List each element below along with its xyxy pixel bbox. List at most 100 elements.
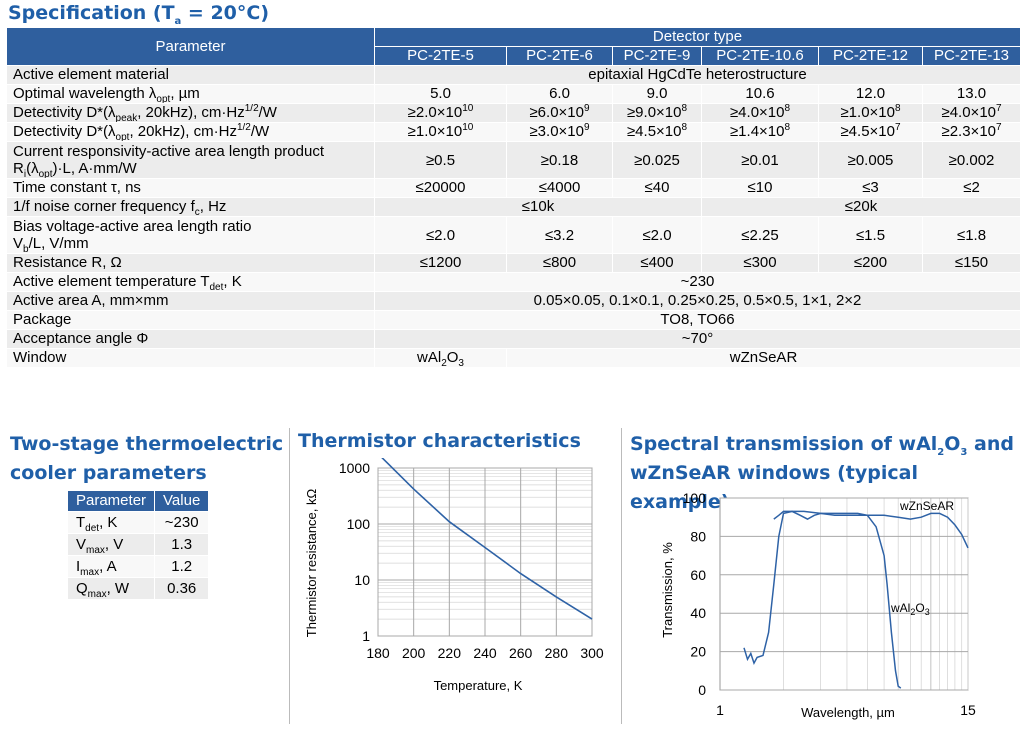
divider <box>621 428 622 724</box>
row-value: 13.0 <box>921 84 1022 104</box>
row-value: ≤150 <box>921 253 1022 273</box>
row-value: ≤2.0 <box>612 216 702 254</box>
series-line-resistance <box>381 458 593 620</box>
row-label: 1/f noise corner frequency fc, Hz <box>6 197 375 217</box>
spectral-title: Spectral transmission of wAl2O3 and wZnSe… <box>630 433 1014 513</box>
thermistor-chart: 1 10 100 1000 180 200 220 240 260 280 300 Thermist… <box>304 458 604 693</box>
specification-title: Specification (Ta = 20°C) <box>8 2 270 27</box>
row-label: Detectivity D*(λpeak, 20kHz), cm·Hz1/2/W <box>6 103 375 123</box>
header-model: PC-2TE-6 <box>506 46 613 66</box>
row-value: ≥4.0×108 <box>701 103 819 123</box>
thermistor-title: Thermistor characteristics <box>298 430 581 452</box>
thermistor-y-axis-label: Thermistor resistance, kΩ <box>304 489 319 638</box>
row-value: ≤2.0 <box>374 216 507 254</box>
row-wavelength: Optimal wavelength λopt, µm 5.0 6.0 9.0 … <box>6 84 1022 104</box>
row-acceptance-angle: Acceptance angle Φ ~70° <box>6 329 1022 349</box>
tec-header-value: Value <box>154 490 210 512</box>
row-value: ≥1.0×108 <box>818 103 923 123</box>
row-value: ≤2.25 <box>701 216 819 254</box>
row-value: ≤3.2 <box>506 216 613 254</box>
plot-area <box>719 497 969 691</box>
header-model: PC-2TE-12 <box>818 46 923 66</box>
row-value: ≥0.01 <box>701 141 819 179</box>
y-tick-label: 1 <box>362 628 370 644</box>
series-label-wznsear: wZnSeAR <box>899 499 954 513</box>
row-value: ≤10k <box>374 197 702 217</box>
row-window: Window wAl2O3 wZnSeAR <box>6 348 1022 368</box>
row-value: 12.0 <box>818 84 923 104</box>
row-label: Active element material <box>6 65 375 85</box>
row-value: ≥0.005 <box>818 141 923 179</box>
tec-row: Tdet, K ~230 <box>66 511 210 534</box>
spectral-chart: 0 20 40 60 80 100 1 15 Transmission, % Waveleng… <box>660 490 976 720</box>
row-bias-voltage: Bias voltage-active area length ratio Vb/… <box>6 216 1022 254</box>
x-tick-label: 240 <box>473 645 497 661</box>
row-value: ≥0.025 <box>612 141 702 179</box>
row-value: wZnSeAR <box>505 348 1022 368</box>
row-value: ≤20000 <box>374 178 507 198</box>
row-label: Optimal wavelength λopt, µm <box>6 84 375 104</box>
y-tick-label: 40 <box>690 605 706 621</box>
x-tick-label: 260 <box>509 645 533 661</box>
row-value: ≤40 <box>612 178 702 198</box>
row-value: ≥3.0×109 <box>506 122 613 142</box>
row-material: Active element material epitaxial HgCdTe… <box>6 65 1022 85</box>
row-value: ≥2.0×1010 <box>374 103 507 123</box>
x-tick-label: 300 <box>580 645 604 661</box>
tec-param: Tdet, K <box>66 511 156 534</box>
tec-row: Qmax, W 0.36 <box>66 577 210 600</box>
tec-row: Vmax, V 1.3 <box>66 533 210 556</box>
row-value: ~230 <box>373 272 1022 292</box>
row-noise-frequency: 1/f noise corner frequency fc, Hz ≤10k ≤… <box>6 197 1022 217</box>
x-tick-label: 280 <box>545 645 569 661</box>
y-tick-label: 100 <box>683 490 707 506</box>
row-active-area: Active area A, mm×mm 0.05×0.05, 0.1×0.1,… <box>6 291 1022 311</box>
tec-value: 1.2 <box>154 555 210 578</box>
row-value: ≤200 <box>818 253 923 273</box>
spectral-x-axis-label: Wavelength, µm <box>801 705 895 720</box>
tec-value: 0.36 <box>154 577 210 600</box>
row-value: 0.05×0.05, 0.1×0.1, 0.25×0.25, 0.5×0.5, … <box>373 291 1022 311</box>
row-value: ≤10 <box>701 178 819 198</box>
row-value: ≥0.18 <box>506 141 613 179</box>
row-value: ≤1.5 <box>818 216 923 254</box>
x-tick-label: 1 <box>716 702 724 718</box>
row-value: ~70° <box>373 329 1022 349</box>
row-label: Time constant τ, ns <box>6 178 375 198</box>
divider <box>289 428 290 724</box>
row-value: ≤4000 <box>506 178 613 198</box>
spectral-y-axis-label: Transmission, % <box>660 542 675 638</box>
row-value: ≤3 <box>818 178 923 198</box>
y-tick-label: 100 <box>347 516 371 532</box>
row-label: Bias voltage-active area length ratio Vb/… <box>6 216 375 254</box>
tec-row: Imax, A 1.2 <box>66 555 210 578</box>
header-model: PC-2TE-13 <box>921 46 1022 66</box>
x-tick-label: 15 <box>960 702 976 718</box>
row-time-constant: Time constant τ, ns ≤20000 ≤4000 ≤40 ≤10… <box>6 178 1022 198</box>
row-label: Package <box>6 310 375 330</box>
row-value: ≤2 <box>921 178 1022 198</box>
y-tick-label: 20 <box>690 644 706 660</box>
header-detector-type: Detector type <box>373 27 1022 47</box>
header-model: PC-2TE-5 <box>374 46 507 66</box>
series-label-wal2o3: wAl2O3 <box>890 601 930 617</box>
row-label: Active area A, mm×mm <box>6 291 375 311</box>
row-value: 9.0 <box>612 84 702 104</box>
tec-table: Parameter Value Tdet, K ~230 Vmax, V 1.3… <box>66 490 210 600</box>
row-resistance: Resistance R, Ω ≤1200 ≤800 ≤400 ≤300 ≤20… <box>6 253 1022 273</box>
tec-title: Two-stage thermoelectric cooler parameter… <box>10 433 284 484</box>
x-tick-label: 200 <box>402 645 426 661</box>
row-value: ≥6.0×109 <box>506 103 613 123</box>
row-detectivity-peak: Detectivity D*(λpeak, 20kHz), cm·Hz1/2/W… <box>6 103 1022 123</box>
row-value: ≥2.3×107 <box>921 122 1022 142</box>
row-value: ≥4.0×107 <box>921 103 1022 123</box>
tec-header-parameter: Parameter <box>66 490 156 512</box>
tec-value: 1.3 <box>154 533 210 556</box>
row-package: Package TO8, TO66 <box>6 310 1022 330</box>
row-value: ≥9.0×108 <box>612 103 702 123</box>
row-value: 5.0 <box>374 84 507 104</box>
x-tick-label: 220 <box>438 645 462 661</box>
row-temperature: Active element temperature Tdet, K ~230 <box>6 272 1022 292</box>
header-parameter: Parameter <box>6 27 375 66</box>
row-label: Window <box>6 348 375 368</box>
